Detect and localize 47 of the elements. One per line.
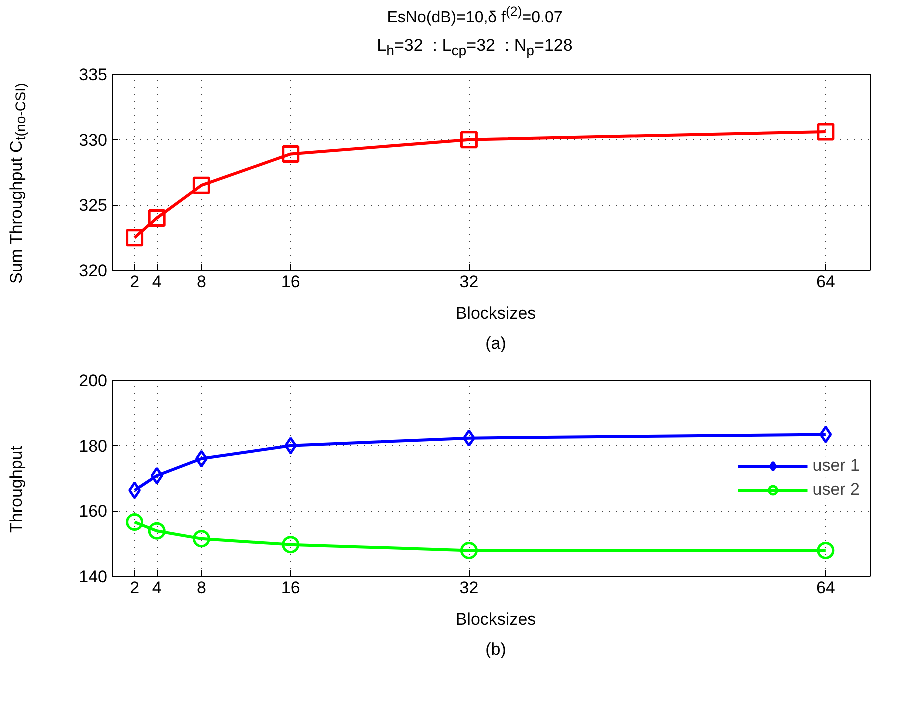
x-tick-label: 8	[196, 578, 206, 598]
x-axis-title: Blocksizes	[456, 304, 536, 324]
chart-subtitle: L$_{h}$=32 : L$_{cp}$=32 : N$_{p}$=128	[377, 36, 573, 60]
y-tick-label: 200	[79, 372, 108, 390]
y-tick-label: 320	[79, 262, 108, 280]
point	[126, 514, 144, 532]
point	[126, 229, 144, 247]
point	[460, 131, 478, 149]
y-tick-label: 140	[79, 568, 108, 586]
x-tick-label: 2	[130, 272, 140, 292]
x-axis-title: Blocksizes	[456, 610, 536, 630]
x-tick-label: 8	[196, 272, 206, 292]
point	[148, 209, 166, 227]
x-tick-label: 4	[152, 578, 162, 598]
legend-label: user 2	[812, 480, 860, 500]
x-tick-label: 4	[152, 272, 162, 292]
x-tick-label: 64	[816, 578, 836, 598]
point	[195, 450, 208, 468]
x-tick-label: 32	[460, 272, 479, 292]
x-tick-label: 64	[816, 272, 836, 292]
y-tick-label: 180	[79, 436, 108, 456]
point	[817, 123, 835, 141]
text: (b)	[486, 640, 506, 660]
chart-title: EsNo(dB)=10,δ f$^{(2)}$=0.07	[387, 4, 563, 27]
point	[817, 542, 835, 560]
x-tick-label: 16	[281, 578, 300, 598]
point	[460, 542, 478, 560]
x-tick-label: 2	[130, 578, 140, 598]
point	[462, 430, 476, 448]
y-tick-label: 160	[79, 502, 108, 522]
y-tick-label: 335	[79, 66, 108, 84]
legend-label: user 1	[812, 456, 860, 476]
point	[284, 437, 298, 455]
y-axis-title: Throughput	[6, 445, 27, 536]
text: (a)	[486, 334, 506, 354]
point	[282, 536, 300, 554]
y-tick-label: 325	[79, 196, 108, 216]
point	[820, 426, 832, 444]
x-tick-label: 32	[460, 578, 479, 598]
point	[282, 145, 300, 163]
point	[192, 176, 210, 194]
x-tick-label: 16	[281, 272, 300, 292]
y-tick-label: 330	[79, 130, 108, 150]
point	[150, 467, 164, 485]
point	[148, 522, 166, 540]
point	[128, 482, 142, 500]
point	[192, 530, 210, 548]
